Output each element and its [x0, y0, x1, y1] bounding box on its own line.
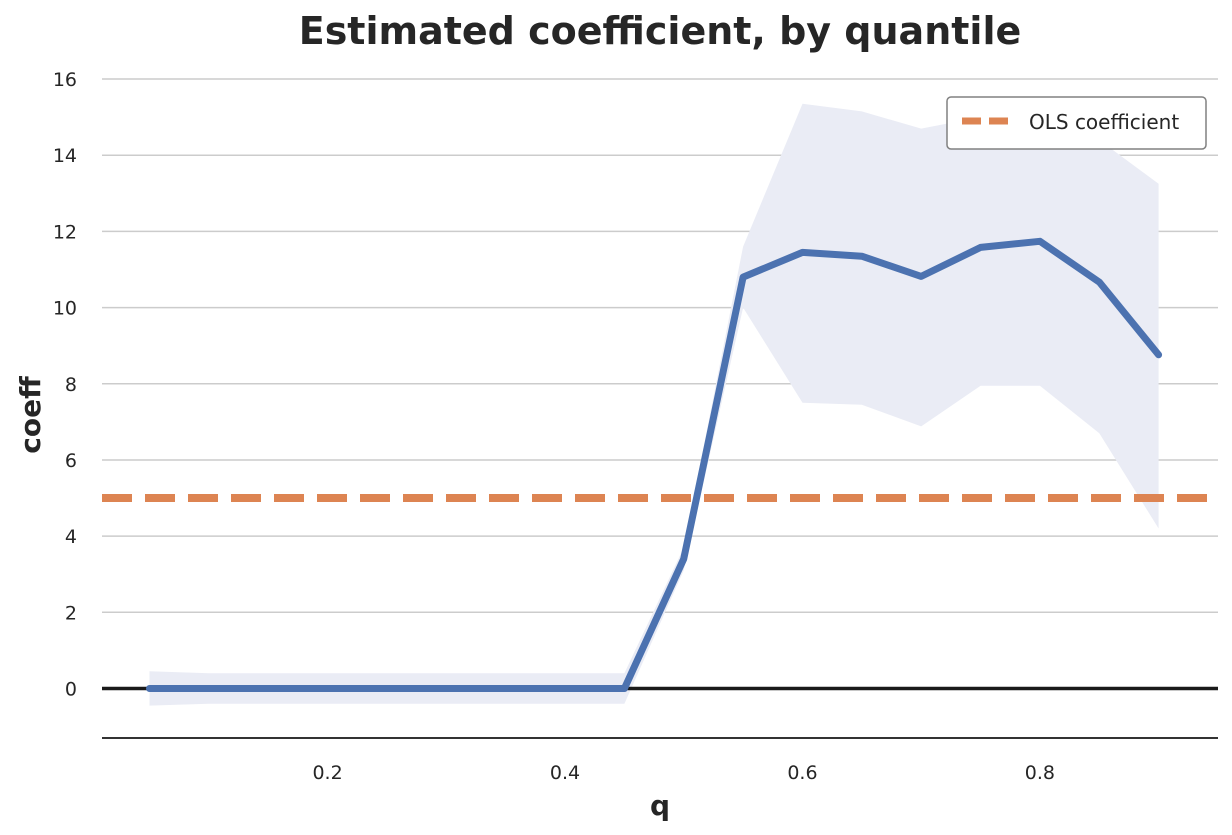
x-axis-label: q — [650, 789, 670, 822]
legend: OLS coefficient — [946, 96, 1207, 150]
x-tick-label: 0.4 — [550, 762, 580, 784]
legend-label-ols: OLS coefficient — [1029, 110, 1179, 134]
y-ticks: 0 2 4 6 8 10 12 14 16 — [53, 69, 77, 700]
coefficient-points — [149, 241, 1159, 689]
coefficient-line — [146, 237, 1163, 692]
y-tick-label: 6 — [65, 450, 77, 472]
x-ticks: 0.2 0.4 0.6 0.8 — [312, 762, 1055, 784]
y-tick-label: 8 — [65, 374, 77, 396]
legend-frame — [946, 96, 1207, 150]
y-tick-label: 0 — [65, 678, 77, 700]
grid — [102, 78, 1218, 690]
y-tick-label: 16 — [53, 69, 77, 91]
y-tick-label: 14 — [53, 145, 77, 167]
chart-title: Estimated coefficient, by quantile — [299, 9, 1022, 53]
y-tick-label: 12 — [53, 221, 77, 243]
y-tick-label: 10 — [53, 298, 77, 320]
y-tick-label: 4 — [65, 526, 77, 548]
x-tick-label: 0.2 — [312, 762, 342, 784]
y-tick-label: 2 — [65, 602, 77, 624]
x-tick-label: 0.8 — [1025, 762, 1055, 784]
confidence-band — [149, 103, 1159, 706]
y-axis-label: coeff — [14, 376, 47, 454]
x-tick-label: 0.6 — [787, 762, 817, 784]
